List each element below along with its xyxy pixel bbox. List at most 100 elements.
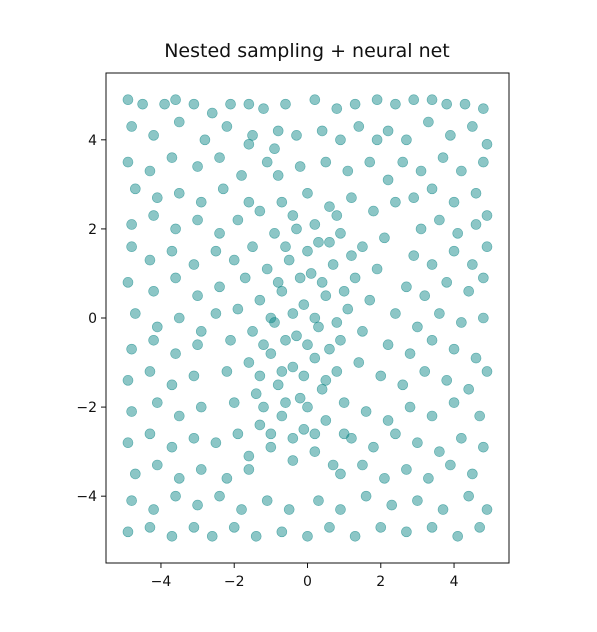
scatter-point (159, 98, 170, 110)
scatter-point (192, 214, 203, 226)
scatter-point (335, 134, 346, 146)
scatter-point (265, 441, 277, 453)
scatter-point (192, 161, 203, 172)
scatter-point (441, 375, 453, 386)
scatter-point (243, 98, 255, 110)
scatter-point (305, 268, 317, 279)
scatter-point (195, 196, 207, 208)
scatter-point (148, 285, 159, 297)
scatter-point (236, 170, 247, 181)
scatter-point (313, 321, 324, 333)
scatter-point (320, 375, 332, 386)
scatter-point (313, 236, 324, 248)
scatter-point (331, 210, 343, 221)
scatter-point (280, 98, 291, 110)
scatter-point (210, 437, 222, 449)
scatter-point (386, 499, 398, 511)
scatter-point (148, 130, 159, 141)
scatter-point (173, 116, 185, 128)
scatter-point (261, 263, 273, 275)
scatter-point (254, 419, 266, 431)
scatter-point (265, 428, 277, 440)
scatter-point (254, 205, 266, 217)
scatter-point (291, 223, 302, 235)
scatter-point (144, 366, 156, 377)
scatter-point (316, 277, 328, 288)
scatter-point (309, 219, 321, 230)
scatter-point (199, 134, 211, 146)
scatter-point (470, 187, 482, 199)
scatter-point (269, 317, 280, 328)
scatter-point (368, 205, 379, 217)
scatter-point (415, 223, 427, 235)
scatter-point (265, 348, 277, 359)
scatter-point (166, 245, 178, 257)
scatter-point (170, 348, 181, 359)
scatter-point (382, 339, 394, 351)
scatter-point (441, 277, 453, 288)
scatter-point (426, 410, 438, 422)
scatter-point (192, 339, 203, 351)
scatter-point (188, 370, 200, 382)
scatter-point (225, 334, 236, 346)
scatter-point (148, 504, 159, 515)
scatter-point (423, 473, 434, 484)
scatter-point (298, 299, 310, 310)
scatter-point (269, 143, 280, 155)
scatter-point (232, 428, 244, 440)
scatter-point (294, 161, 306, 172)
scatter-point (151, 459, 163, 471)
scatter-point (280, 334, 291, 346)
scatter-point (206, 107, 218, 119)
scatter-point (342, 303, 354, 315)
scatter-point (467, 121, 478, 132)
scatter-point (126, 219, 137, 230)
scatter-point (309, 352, 321, 364)
scatter-point (302, 245, 313, 257)
scatter-point (408, 94, 420, 106)
scatter-point (375, 522, 387, 533)
scatter-point (357, 326, 368, 337)
scatter-point (195, 464, 207, 475)
x-tick-label: −4 (151, 574, 172, 590)
scatter-point (437, 152, 449, 163)
scatter-point (258, 401, 269, 413)
scatter-point (412, 495, 423, 506)
scatter-point (478, 272, 489, 284)
y-tick-label: 4 (88, 133, 97, 149)
scatter-point (228, 397, 240, 408)
scatter-point (346, 250, 357, 261)
scatter-point (401, 281, 412, 293)
scatter-point (144, 428, 156, 440)
scatter-point (254, 370, 266, 382)
scatter-point (327, 259, 339, 270)
scatter-point (170, 223, 181, 235)
scatter-point (243, 357, 255, 368)
scatter-point (357, 459, 368, 471)
scatter-point (463, 383, 475, 395)
x-tick-label: 4 (450, 574, 459, 590)
scatter-point (269, 228, 280, 239)
scatter-point (126, 495, 137, 506)
scatter-point (397, 156, 409, 168)
scatter-point (401, 526, 412, 538)
scatter-point (335, 504, 346, 515)
scatter-point (478, 441, 489, 453)
scatter-point (364, 294, 376, 306)
scatter-point (272, 125, 284, 137)
scatter-point (313, 495, 324, 506)
scatter-point (426, 259, 438, 270)
scatter-point (331, 366, 343, 377)
scatter-point (214, 281, 225, 293)
scatter-point (302, 339, 313, 351)
scatter-point (188, 432, 200, 444)
x-tick-label: 2 (376, 574, 385, 590)
scatter-point (448, 245, 460, 257)
scatter-point (232, 303, 244, 315)
scatter-point (316, 383, 328, 395)
scatter-point (280, 397, 291, 408)
scatter-point (170, 94, 181, 106)
